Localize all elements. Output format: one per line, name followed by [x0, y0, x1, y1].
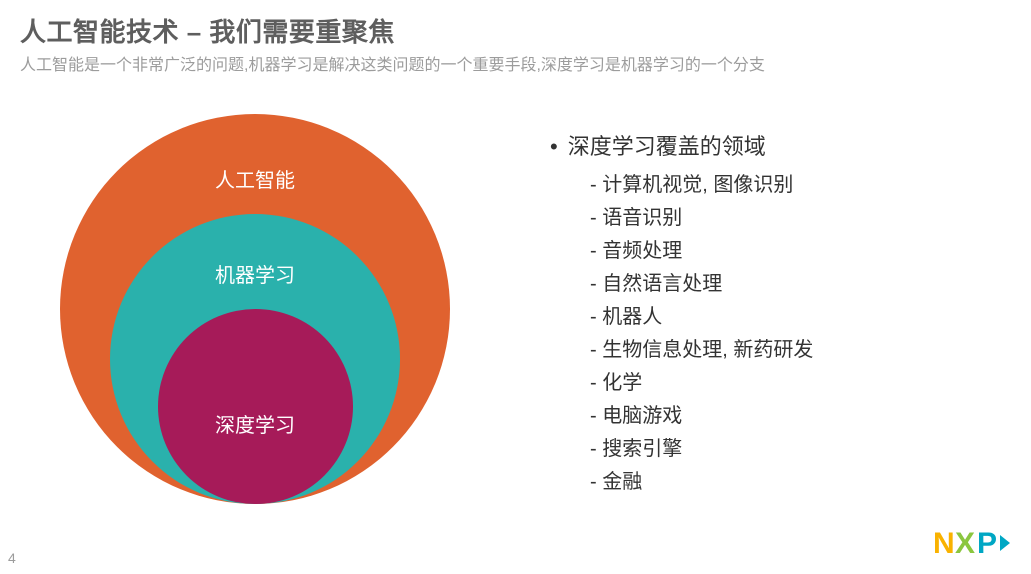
- topic-list-area: 深度学习覆盖的领域 计算机视觉, 图像识别语音识别音频处理自然语言处理机器人生物…: [490, 99, 813, 539]
- list-item: 自然语言处理: [590, 268, 813, 301]
- topic-list: 计算机视觉, 图像识别语音识别音频处理自然语言处理机器人生物信息处理, 新药研发…: [550, 169, 813, 499]
- slide-header: 人工智能技术 – 我们需要重聚焦 人工智能是一个非常广泛的问题,机器学习是解决这…: [0, 0, 1031, 79]
- list-title: 深度学习覆盖的领域: [550, 129, 813, 161]
- list-item: 计算机视觉, 图像识别: [590, 169, 813, 202]
- list-item: 音频处理: [590, 235, 813, 268]
- slide-title: 人工智能技术 – 我们需要重聚焦: [20, 12, 1011, 49]
- list-item: 机器人: [590, 301, 813, 334]
- nested-circle-diagram: 人工智能机器学习深度学习: [20, 99, 490, 539]
- circle-label-1: 机器学习: [110, 259, 400, 288]
- list-item: 电脑游戏: [590, 400, 813, 433]
- svg-text:N: N: [933, 527, 953, 560]
- list-item: 金融: [590, 466, 813, 499]
- list-item: 语音识别: [590, 202, 813, 235]
- svg-text:X: X: [955, 527, 975, 560]
- list-item: 生物信息处理, 新药研发: [590, 334, 813, 367]
- circle-2: 深度学习: [158, 309, 353, 504]
- slide-content: 人工智能机器学习深度学习 深度学习覆盖的领域 计算机视觉, 图像识别语音识别音频…: [0, 79, 1031, 539]
- list-item: 化学: [590, 367, 813, 400]
- list-item: 搜索引擎: [590, 433, 813, 466]
- nxp-logo: N X P: [933, 525, 1013, 566]
- page-number: 4: [8, 550, 16, 566]
- svg-text:P: P: [977, 527, 996, 560]
- slide-subtitle: 人工智能是一个非常广泛的问题,机器学习是解决这类问题的一个重要手段,深度学习是机…: [20, 51, 1011, 75]
- circle-label-0: 人工智能: [60, 164, 450, 193]
- circle-label-2: 深度学习: [158, 409, 353, 438]
